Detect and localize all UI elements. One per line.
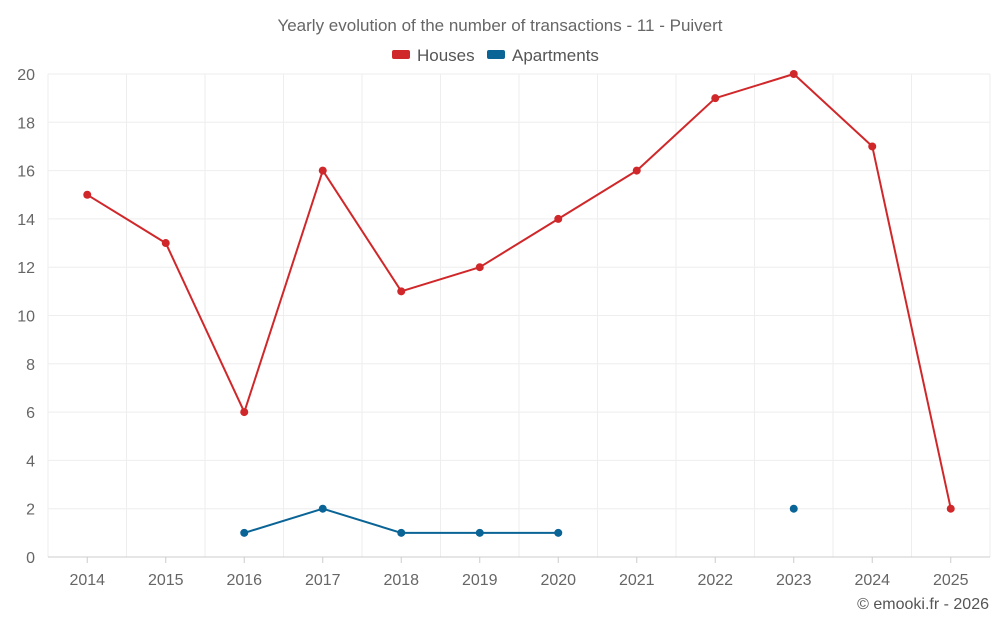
data-point-houses[interactable] bbox=[946, 504, 955, 513]
y-tick-label: 2 bbox=[26, 502, 35, 519]
legend: Houses Apartments bbox=[392, 46, 599, 65]
x-tick-label: 2020 bbox=[540, 572, 576, 589]
y-tick-label: 0 bbox=[26, 550, 35, 567]
x-tick-label: 2021 bbox=[619, 572, 655, 589]
data-point-houses[interactable] bbox=[632, 166, 641, 175]
x-tick-label: 2017 bbox=[305, 572, 341, 589]
data-point-apartments[interactable] bbox=[318, 504, 327, 513]
data-point-apartments[interactable] bbox=[554, 528, 563, 537]
series-houses bbox=[83, 70, 955, 513]
data-point-apartments[interactable] bbox=[789, 504, 798, 513]
y-tick-label: 8 bbox=[26, 357, 35, 374]
legend-swatch-houses bbox=[392, 50, 410, 59]
data-point-houses[interactable] bbox=[161, 239, 170, 248]
x-tick-label: 2022 bbox=[697, 572, 733, 589]
y-tick-label: 10 bbox=[17, 309, 35, 326]
series-apartments bbox=[240, 504, 798, 537]
data-point-houses[interactable] bbox=[475, 263, 484, 272]
data-point-houses[interactable] bbox=[554, 214, 563, 223]
x-tick-label: 2014 bbox=[69, 572, 105, 589]
grid bbox=[47, 73, 991, 557]
y-tick-label: 12 bbox=[17, 260, 35, 277]
chart-title: Yearly evolution of the number of transa… bbox=[277, 16, 722, 35]
legend-item-apartments[interactable]: Apartments bbox=[487, 46, 599, 65]
x-tick-label: 2023 bbox=[776, 572, 812, 589]
x-axis: 2014 2015 2016 2017 2018 2019 2020 2021 2022 2023… bbox=[48, 556, 990, 589]
y-tick-label: 20 bbox=[17, 67, 35, 84]
credit-text: © emooki.fr - 2026 bbox=[857, 596, 989, 613]
x-tick-label: 2025 bbox=[933, 572, 969, 589]
data-point-apartments[interactable] bbox=[475, 528, 484, 537]
data-point-houses[interactable] bbox=[318, 166, 327, 175]
legend-item-houses[interactable]: Houses bbox=[392, 46, 475, 65]
legend-label-houses: Houses bbox=[417, 46, 475, 65]
y-tick-label: 18 bbox=[17, 115, 35, 132]
x-tick-label: 2016 bbox=[226, 572, 262, 589]
legend-label-apartments: Apartments bbox=[512, 46, 599, 65]
x-tick-label: 2015 bbox=[148, 572, 184, 589]
series bbox=[83, 70, 955, 537]
x-tick-label: 2018 bbox=[383, 572, 419, 589]
legend-swatch-apartments bbox=[487, 50, 505, 59]
y-tick-label: 4 bbox=[26, 453, 35, 470]
x-tick-label: 2024 bbox=[854, 572, 890, 589]
y-tick-label: 6 bbox=[26, 405, 35, 422]
data-point-apartments[interactable] bbox=[240, 528, 249, 537]
data-point-houses[interactable] bbox=[397, 287, 406, 296]
series-line-houses bbox=[86, 73, 952, 510]
x-tick-label: 2019 bbox=[462, 572, 498, 589]
data-point-houses[interactable] bbox=[868, 142, 877, 151]
y-tick-label: 16 bbox=[17, 164, 35, 181]
y-tick-label: 14 bbox=[17, 212, 35, 229]
data-point-houses[interactable] bbox=[83, 190, 92, 199]
y-axis: 0 2 4 6 8 10 12 14 16 18 20 bbox=[17, 67, 35, 567]
data-point-houses[interactable] bbox=[711, 94, 720, 103]
data-point-apartments[interactable] bbox=[397, 528, 406, 537]
data-point-houses[interactable] bbox=[789, 70, 798, 78]
data-point-houses[interactable] bbox=[240, 408, 249, 417]
